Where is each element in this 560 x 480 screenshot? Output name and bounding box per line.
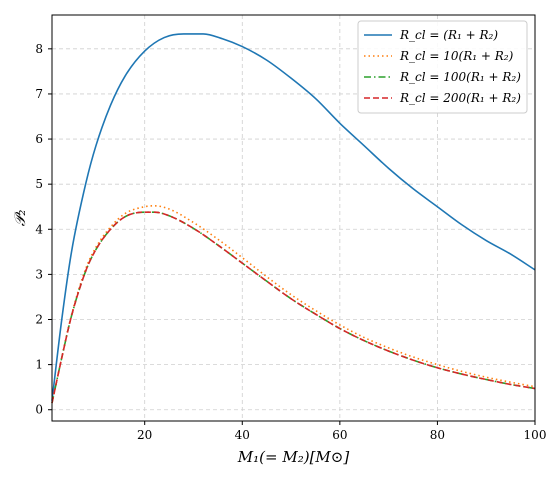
y-axis-label: 𝒫₂	[11, 210, 29, 227]
series-lines	[51, 33, 536, 404]
series-line-2	[51, 205, 536, 404]
legend: R_cl = (R₁ + R₂) R_cl = 10(R₁ + R₂) R_cl =…	[357, 20, 528, 114]
legend-box	[357, 20, 528, 114]
legend-label-2: R_cl = 10(R₁ + R₂)	[399, 49, 514, 63]
x-tick-label: 60	[332, 428, 347, 442]
legend-label-3: R_cl = 100(R₁ + R₂)	[399, 70, 521, 84]
legend-label-1: R_cl = (R₁ + R₂)	[399, 28, 498, 42]
y-tick-label: 8	[35, 42, 43, 56]
x-axis-label: M₁(= M₂)[M⊙]	[237, 448, 350, 466]
plot-frame	[51, 14, 536, 422]
y-tick-label: 0	[35, 403, 43, 417]
x-tick-label: 100	[524, 428, 547, 442]
series-line-1	[51, 33, 536, 401]
y-tick-label: 6	[35, 132, 43, 146]
y-tick-label: 2	[35, 313, 43, 327]
x-tick-label: 80	[430, 428, 445, 442]
x-tick-label: 20	[137, 428, 152, 442]
y-tick-label: 7	[35, 87, 43, 101]
x-tick-label: 40	[235, 428, 250, 442]
y-tick-label: 1	[35, 358, 43, 372]
y-tick-label: 3	[35, 267, 43, 281]
axis-ticks: 20 40 60 80 100 0 1 2 3 4 5 6 7 8	[35, 42, 546, 442]
series-line-4	[51, 211, 536, 404]
y-tick-label: 4	[35, 222, 43, 236]
y-tick-label: 5	[35, 177, 43, 191]
legend-label-4: R_cl = 200(R₁ + R₂)	[399, 91, 521, 105]
